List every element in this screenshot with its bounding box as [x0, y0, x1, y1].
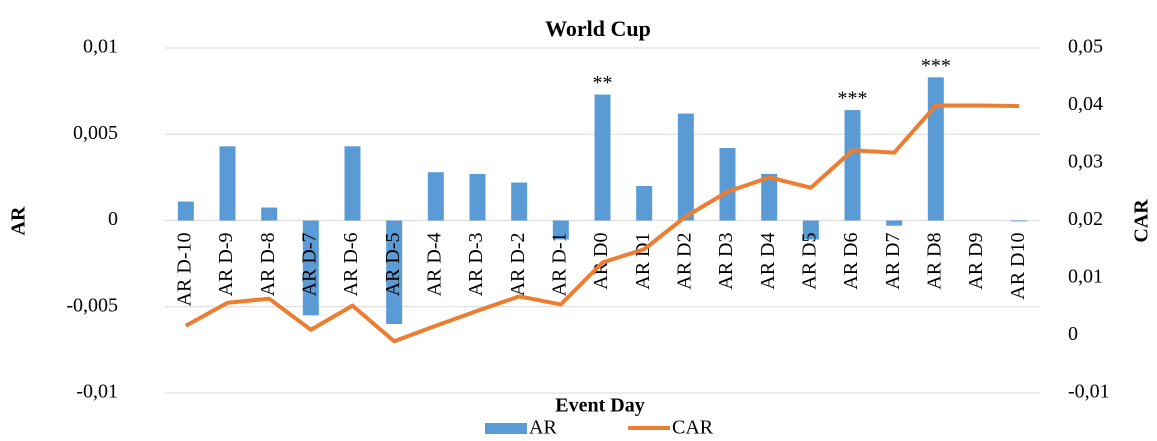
bar	[469, 173, 486, 221]
bar	[261, 207, 278, 221]
bar	[177, 201, 194, 221]
x-tick-label: AR D4	[757, 233, 779, 290]
x-tick-label: AR D8	[923, 233, 945, 290]
annotation: **	[593, 72, 613, 94]
y2-axis-title: CAR	[1131, 199, 1153, 243]
x-tick-label: AR D5	[798, 233, 820, 290]
bar	[1011, 220, 1028, 222]
x-tick-label: AR D-7	[298, 233, 320, 297]
x-tick-label: AR D3	[715, 233, 737, 290]
x-tick-label: AR D-2	[507, 233, 529, 297]
x-tick-label: AR D-8	[257, 233, 279, 297]
x-tick-label: AR D-4	[423, 233, 445, 297]
x-tick-label: AR D9	[965, 233, 987, 290]
x-tick-label: AR D7	[882, 233, 904, 290]
bar	[719, 148, 736, 221]
bar	[302, 220, 319, 316]
y-axis-title: AR	[8, 206, 30, 235]
bar	[219, 146, 236, 221]
y-tick-label: -0,01	[76, 381, 118, 403]
x-tick-label: AR D-5	[382, 233, 404, 297]
legend-label: CAR	[672, 417, 714, 439]
x-tick-label: AR D1	[632, 233, 654, 290]
bar	[636, 186, 653, 221]
bar	[761, 173, 778, 221]
bar	[427, 172, 444, 221]
y2-tick-label: 0,05	[1068, 36, 1103, 58]
y2-tick-label: 0,03	[1068, 151, 1103, 173]
chart-title: World Cup	[545, 16, 651, 41]
y2-tick-label: 0,02	[1068, 208, 1103, 230]
y-tick-label: -0,005	[66, 294, 118, 316]
x-tick-label: AR D10	[1007, 233, 1029, 300]
y-tick-label: 0,005	[73, 122, 118, 144]
bar	[927, 77, 944, 221]
x-tick-label: AR D-3	[465, 233, 487, 297]
y2-tick-label: -0,01	[1068, 381, 1110, 403]
y-tick-label: 0	[108, 208, 118, 230]
annotation: ***	[838, 88, 868, 110]
y2-tick-label: 0,01	[1068, 266, 1103, 288]
y-tick-label: 0,01	[83, 36, 118, 58]
x-tick-label: AR D-1	[548, 233, 570, 297]
bar	[552, 220, 569, 240]
bar	[344, 146, 361, 221]
x-tick-label: AR D-6	[340, 233, 362, 297]
bar	[594, 94, 611, 221]
y2-tick-label: 0,04	[1068, 93, 1103, 115]
annotation: ***	[921, 55, 951, 77]
x-axis-title: Event Day	[555, 395, 644, 417]
bar	[802, 220, 819, 240]
y2-tick-label: 0	[1068, 323, 1078, 345]
bar	[844, 110, 861, 221]
x-tick-label: AR D-9	[215, 233, 237, 297]
bar	[511, 182, 528, 221]
bar	[886, 220, 903, 226]
legend-label: AR	[529, 417, 557, 439]
x-tick-label: AR D2	[673, 233, 695, 290]
bar	[386, 220, 403, 324]
line	[184, 103, 1020, 344]
x-tick-label: AR D6	[840, 233, 862, 290]
legend-swatch	[485, 423, 527, 434]
x-tick-label: AR D-10	[173, 233, 195, 307]
bar	[677, 113, 694, 221]
